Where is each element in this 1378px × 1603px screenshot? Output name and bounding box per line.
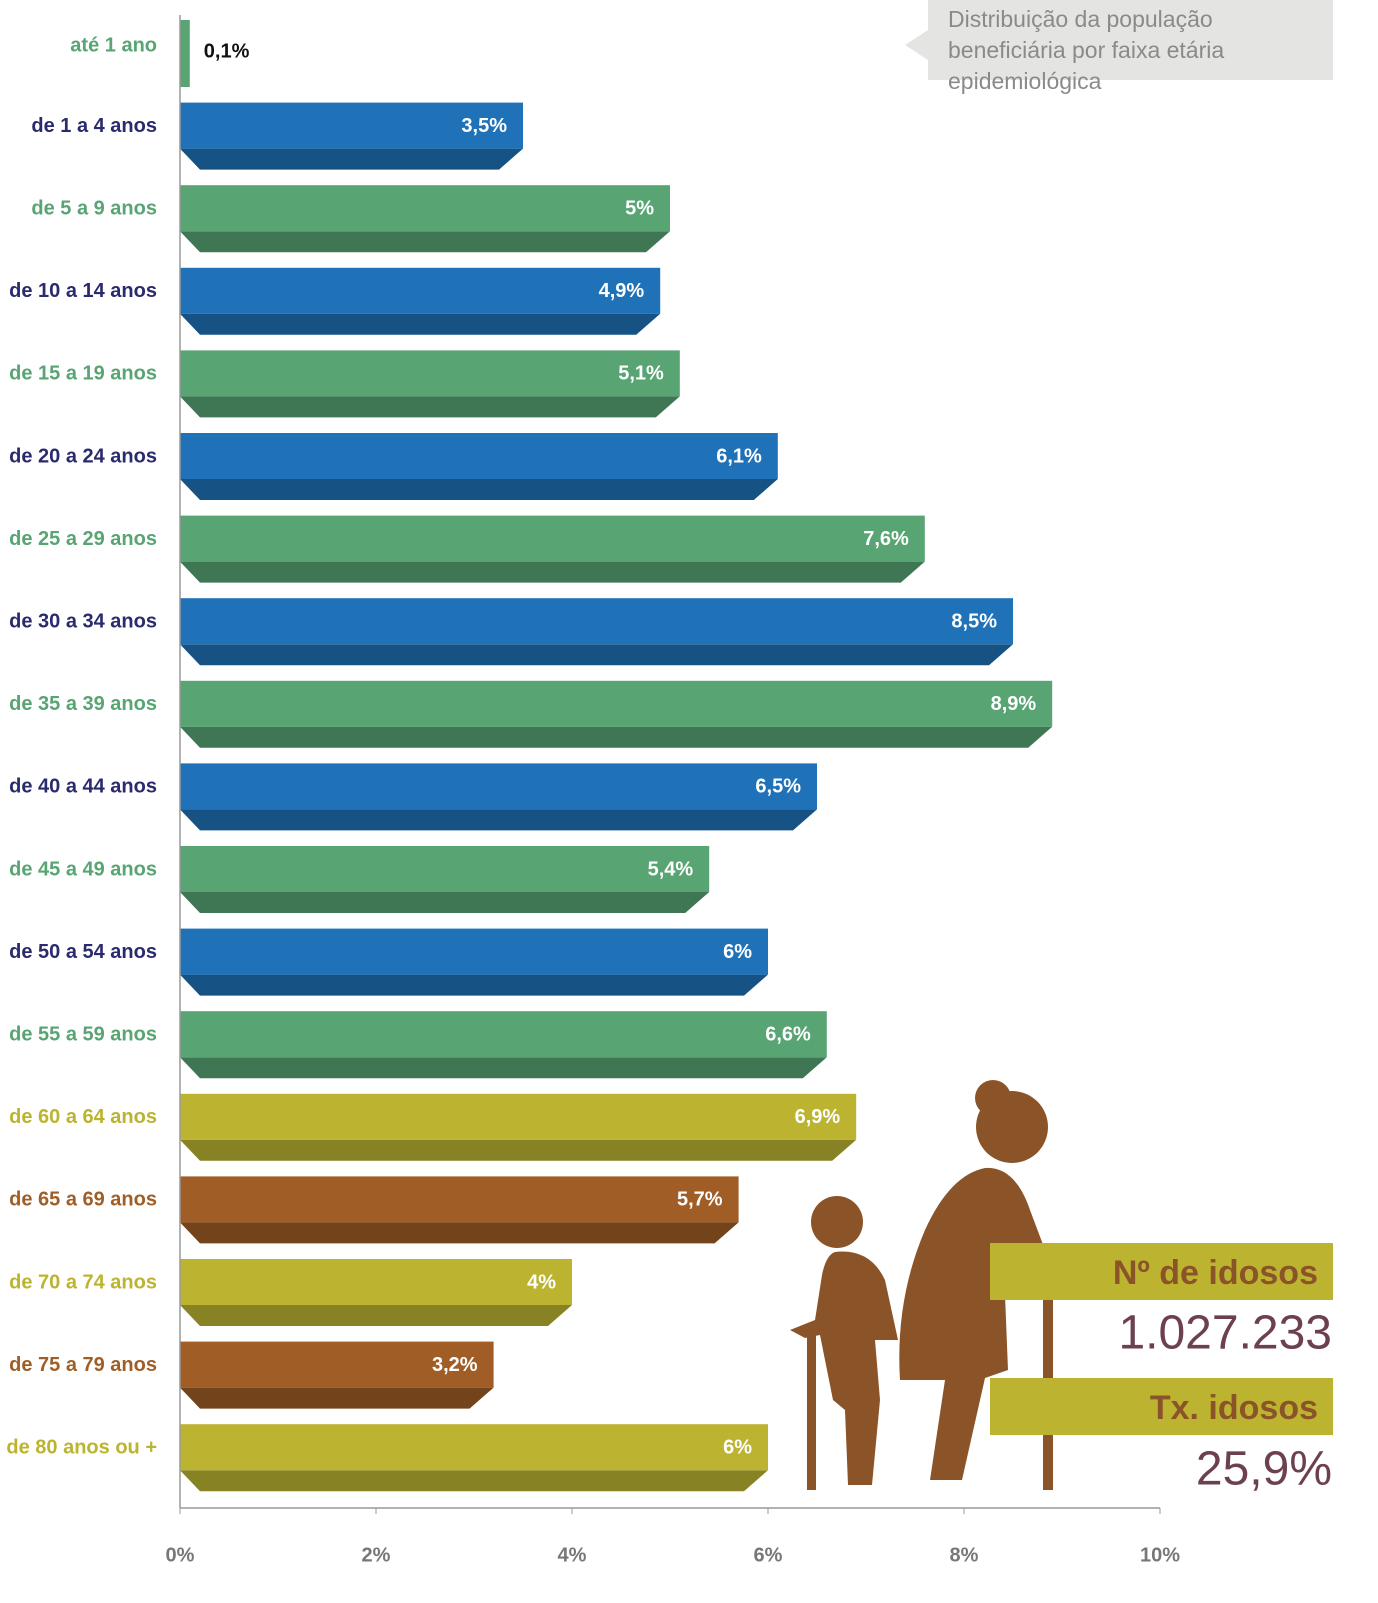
bar — [180, 433, 778, 479]
info-box — [990, 1243, 1333, 1300]
bar — [180, 1011, 827, 1058]
note: Distribuição da população beneficiária p… — [948, 6, 1225, 94]
bar-bevel — [180, 644, 1013, 666]
value-label: 3,2% — [432, 1354, 478, 1376]
bar-bevel — [180, 148, 523, 170]
x-tick-label: 10% — [1140, 1544, 1180, 1566]
value-label: 5,7% — [677, 1189, 723, 1211]
info-label: Tx. idosos — [1150, 1389, 1318, 1427]
bar — [180, 350, 680, 397]
bar — [180, 1424, 768, 1471]
value-label: 0,1% — [204, 40, 250, 62]
category-label: de 75 a 79 anos — [9, 1354, 157, 1376]
bar-bevel — [180, 396, 680, 418]
bar-bevel — [180, 1139, 857, 1161]
bar-bevel — [180, 892, 710, 913]
bar-bevel — [180, 1305, 572, 1326]
info-box — [990, 1378, 1333, 1435]
bar — [180, 267, 661, 314]
value-label: 7,6% — [863, 528, 909, 550]
note-pointer — [905, 30, 928, 60]
note-box — [928, 0, 1333, 80]
value-label: 5,1% — [618, 363, 664, 385]
x-tick-label: 2% — [362, 1544, 391, 1566]
info-value: 1.027.233 — [1118, 1307, 1332, 1360]
bar-bevel — [180, 313, 661, 335]
bar-bevel — [180, 561, 925, 583]
category-label: de 65 a 69 anos — [9, 1189, 157, 1211]
value-label: 5% — [625, 197, 654, 219]
category-label: até 1 ano — [70, 34, 157, 56]
category-label: de 10 a 14 anos — [9, 280, 157, 302]
value-label: 6,5% — [755, 776, 801, 798]
value-label: 8,5% — [951, 610, 997, 632]
category-label: de 40 a 44 anos — [9, 776, 157, 798]
category-label: de 20 a 24 anos — [9, 445, 157, 467]
bar — [180, 1093, 857, 1140]
x-tick-label: 0% — [166, 1544, 195, 1566]
bar — [180, 102, 523, 149]
category-label: de 35 a 39 anos — [9, 693, 157, 715]
category-label: de 5 a 9 anos — [31, 197, 157, 219]
category-label: de 50 a 54 anos — [9, 941, 157, 963]
value-label: 6% — [723, 941, 752, 963]
category-label: de 55 a 59 anos — [9, 1023, 157, 1045]
x-tick-label: 6% — [754, 1544, 783, 1566]
x-tick-label: 4% — [558, 1544, 587, 1566]
category-label: de 80 anos ou + — [6, 1436, 157, 1458]
category-label: de 1 a 4 anos — [31, 115, 157, 137]
bar — [180, 515, 925, 562]
category-label: de 15 a 19 anos — [9, 363, 157, 385]
value-label: 6,1% — [716, 445, 762, 467]
category-label: de 45 a 49 anos — [9, 858, 157, 880]
bar-bevel — [180, 479, 778, 500]
bar — [180, 1259, 572, 1305]
bar — [180, 1341, 494, 1388]
value-label: 6,9% — [795, 1106, 841, 1128]
bar-bevel — [180, 726, 1053, 748]
bar-bevel — [180, 1470, 768, 1492]
value-label: 6% — [723, 1436, 752, 1458]
bar — [180, 20, 190, 87]
bar — [180, 185, 670, 232]
bar-bevel — [180, 974, 768, 996]
bar — [180, 846, 710, 892]
bar-bevel — [180, 1222, 739, 1244]
info-value: 25,9% — [1196, 1443, 1332, 1496]
category-label: de 60 a 64 anos — [9, 1106, 157, 1128]
x-tick-label: 8% — [950, 1544, 979, 1566]
bar — [180, 763, 817, 810]
bar — [180, 928, 768, 975]
bar-bevel — [180, 809, 817, 831]
bar-bevel — [180, 1057, 827, 1079]
bar — [180, 1176, 739, 1223]
bar-bevel — [180, 231, 670, 253]
value-label: 8,9% — [991, 693, 1037, 715]
value-label: 4,9% — [599, 280, 645, 302]
value-label: 4% — [527, 1271, 556, 1293]
value-label: 5,4% — [648, 858, 694, 880]
bar — [180, 598, 1013, 645]
bar-bevel — [180, 1387, 494, 1409]
category-label: de 25 a 29 anos — [9, 528, 157, 550]
category-label: de 70 a 74 anos — [9, 1271, 157, 1293]
bar — [180, 680, 1053, 727]
category-label: de 30 a 34 anos — [9, 610, 157, 632]
info-label: Nº de idosos — [1113, 1254, 1318, 1292]
value-label: 3,5% — [461, 115, 507, 137]
value-label: 6,6% — [765, 1023, 811, 1045]
